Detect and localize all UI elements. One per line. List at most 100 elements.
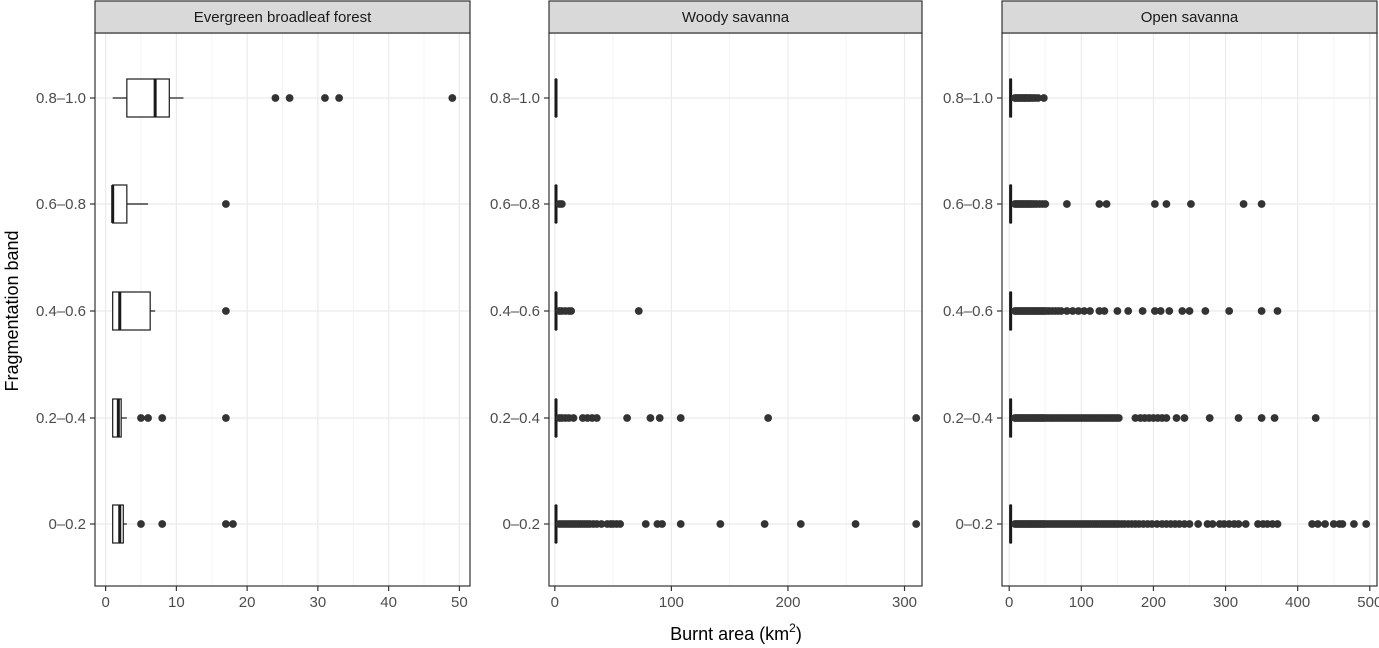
y-tick-label: 0.4–0.6	[36, 303, 86, 320]
facet-strip	[1001, 0, 1378, 34]
y-tick-label: 0.6–0.8	[490, 196, 540, 213]
y-tick-label: 0.4–0.6	[490, 303, 540, 320]
x-axis-title: Burnt area (km2)	[670, 621, 802, 644]
outlier-point	[764, 414, 773, 422]
outlier-point	[1063, 307, 1071, 315]
y-tick-label: 0.2–0.4	[490, 410, 540, 427]
outlier-point	[1162, 200, 1171, 208]
outlier-point	[676, 520, 685, 528]
outlier-point	[1034, 94, 1042, 102]
outlier-point	[676, 414, 685, 422]
outlier-point	[1205, 414, 1214, 422]
outlier-point	[796, 520, 805, 528]
outlier-point	[1114, 414, 1123, 422]
outlier-point	[321, 94, 329, 102]
facet-panel: Open savanna 0 100 200 300 400 500 0–0.2 0.2–0.4…	[943, 0, 1379, 611]
outlier-point	[1187, 200, 1195, 208]
box-0–0.2	[554, 504, 921, 544]
outlier-point	[851, 520, 860, 528]
x-axis-title-superscript: 2	[789, 621, 796, 635]
outlier-point	[229, 520, 237, 528]
x-tick-label: 300	[892, 594, 917, 611]
outlier-point	[137, 414, 145, 422]
outlier-point	[1194, 520, 1203, 528]
outlier-point	[271, 94, 280, 102]
outlier-point	[557, 200, 566, 208]
box-0.6–0.8	[111, 184, 230, 224]
outlier-point	[1156, 307, 1165, 315]
outlier-point	[1178, 307, 1187, 315]
outlier-point	[592, 414, 601, 422]
panel-background	[549, 33, 922, 586]
y-tick-label: 0.4–0.6	[943, 303, 993, 320]
outlier-point	[1150, 200, 1159, 208]
box-0–0.2	[1009, 504, 1371, 544]
x-tick-label: 0	[101, 594, 109, 611]
box-iqr	[112, 184, 128, 224]
outlier-point	[1241, 520, 1250, 528]
y-tick-label: 0.6–0.8	[943, 196, 993, 213]
outlier-point	[1257, 200, 1266, 208]
box-0.2–0.4	[1009, 398, 1320, 438]
box-0.4–0.6	[112, 291, 230, 331]
outlier-point	[1172, 414, 1181, 422]
outlier-point	[158, 414, 167, 422]
x-tick-label: 500	[1357, 594, 1379, 611]
box-0.2–0.4	[112, 398, 230, 438]
outlier-point	[646, 414, 655, 422]
outlier-point	[1102, 200, 1111, 208]
outlier-point	[597, 520, 606, 528]
outlier-point	[623, 414, 631, 422]
outlier-point	[1257, 307, 1266, 315]
x-axis-title-suffix: )	[796, 624, 802, 644]
x-tick-label: 40	[380, 594, 397, 611]
outlier-point	[1225, 307, 1234, 315]
y-tick-label: 0.8–1.0	[943, 90, 993, 107]
x-tick-label: 20	[239, 594, 256, 611]
outlier-point	[1239, 200, 1248, 208]
x-tick-label: 30	[310, 594, 327, 611]
outlier-point	[448, 94, 457, 102]
outlier-point	[1234, 520, 1243, 528]
y-tick-label: 0–0.2	[955, 516, 993, 533]
facet-strip-label: Open savanna	[1141, 9, 1239, 26]
outlier-point	[335, 94, 344, 102]
box-0.2–0.4	[554, 398, 921, 438]
facet-panel: Evergreen broadleaf forest 0 10 20 30 40 50 0–0…	[36, 0, 471, 611]
outlier-point	[1185, 307, 1194, 315]
outlier-point	[1257, 414, 1266, 422]
outlier-point	[221, 414, 230, 422]
outlier-point	[1095, 200, 1104, 208]
outlier-point	[221, 200, 230, 208]
outlier-point	[716, 520, 725, 528]
outlier-point	[1057, 307, 1066, 315]
outlier-point	[1165, 307, 1174, 315]
x-tick-label: 10	[168, 594, 185, 611]
box-0.8–1.0	[554, 78, 558, 118]
outlier-point	[1313, 520, 1322, 528]
outlier-point	[1234, 414, 1243, 422]
outlier-point	[1273, 307, 1282, 315]
panels-layer: Evergreen broadleaf forest 0 10 20 30 40 50 0–0…	[36, 0, 1379, 611]
outlier-point	[1321, 520, 1329, 528]
box-0.8–1.0	[1009, 78, 1048, 118]
box-0.6–0.8	[1009, 184, 1266, 224]
outlier-point	[221, 520, 230, 528]
outlier-point	[1162, 414, 1171, 422]
facet-strip	[94, 0, 471, 34]
facet-panel: Woody savanna 0 100 200 300 0–0.2 0.2–0.4 0.4–0…	[490, 0, 923, 611]
outlier-point	[567, 307, 576, 315]
x-tick-label: 200	[775, 594, 800, 611]
x-tick-label: 100	[659, 594, 684, 611]
outlier-point	[158, 520, 167, 528]
outlier-point	[569, 414, 578, 422]
outlier-point	[1080, 307, 1089, 315]
outlier-point	[221, 307, 230, 315]
outlier-point	[1350, 520, 1358, 528]
outlier-point	[1138, 307, 1147, 315]
outlier-point	[1270, 414, 1279, 422]
box-iqr	[112, 504, 124, 544]
outlier-point	[1185, 520, 1194, 528]
facet-strip	[548, 0, 923, 34]
